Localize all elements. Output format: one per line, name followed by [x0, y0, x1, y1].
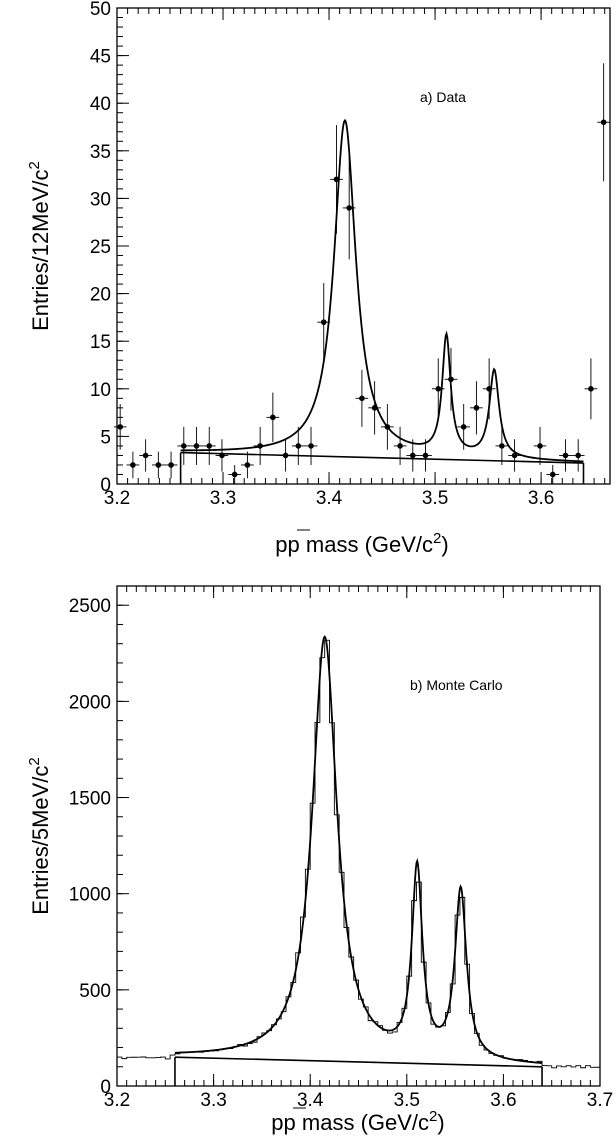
x-tick-label: 3.3	[210, 488, 236, 509]
background-fit-line	[180, 451, 584, 464]
data-point	[320, 319, 327, 325]
data-point	[384, 424, 391, 430]
data-point	[435, 386, 442, 392]
y-tick-label: 20	[90, 285, 111, 306]
panel-a-annotation: a) Data	[420, 89, 466, 105]
panel-a-plot-area	[113, 63, 610, 484]
y-tick-label: 10	[90, 380, 111, 401]
panel-b-tick-labels: 3.2 3.3 3.4 3.5 3.6 3.7 0 500 1000 1500 2000 2500	[69, 596, 613, 1111]
data-point	[130, 462, 136, 468]
data-point	[397, 443, 403, 449]
mc-histogram	[117, 639, 600, 1069]
x-tick-label: 3.4	[316, 488, 343, 509]
total-fit-curve	[180, 118, 584, 463]
panel-b-monte-carlo: 3.2 3.3 3.4 3.5 3.6 3.7 0 500 1000 1500 2000 2500 b…	[26, 585, 613, 1135]
data-point	[295, 443, 302, 449]
y-tick-label: 2000	[69, 692, 111, 713]
panel-b-plot-area	[117, 635, 600, 1086]
y-tick-label: 1000	[69, 885, 111, 906]
data-point	[333, 176, 340, 183]
panel-b-frame	[116, 585, 601, 1087]
y-tick-label: 25	[90, 237, 111, 258]
data-point	[346, 205, 352, 211]
y-tick-label: 0	[100, 475, 111, 496]
x-tick-label: 3.6	[528, 488, 554, 509]
panel-a-y-axis-title: Entries/12MeV/c2	[26, 161, 53, 331]
data-point	[499, 443, 505, 449]
data-point	[193, 443, 200, 449]
data-point	[511, 452, 518, 459]
data-point	[537, 443, 543, 449]
y-tick-label: 50	[90, 0, 111, 20]
y-tick-label: 2500	[69, 596, 111, 617]
x-tick-label: 3.3	[200, 1090, 226, 1111]
data-point	[117, 424, 123, 430]
data-point	[549, 471, 556, 478]
panel-a-frame	[116, 7, 611, 485]
x-tick-label: 3.6	[490, 1090, 516, 1111]
data-point	[486, 386, 492, 392]
panel-b-y-axis-title: Entries/5MeV/c2	[26, 757, 53, 915]
data-point	[422, 452, 429, 459]
y-tick-label: 5	[100, 427, 111, 448]
panel-a-x-axis-title: pp mass (GeV/c2)	[275, 530, 448, 557]
panel-a-data: 3.2 3.3 3.4 3.5 3.6 0 5 10 15 20 25 30 35 40 45 50 a) D…	[26, 0, 611, 557]
panel-b-ticks	[116, 585, 601, 1087]
panel-a-tick-labels: 3.2 3.3 3.4 3.5 3.6 0 5 10 15 20 25 30 35 40 45 50	[90, 0, 554, 509]
data-point	[371, 405, 378, 411]
data-point	[575, 452, 581, 459]
data-point	[562, 452, 569, 459]
x-tick-label: 3.2	[104, 1090, 130, 1111]
panel-b-x-axis-title: pp mass (GeV/c2)	[271, 1108, 444, 1135]
data-point	[308, 443, 314, 449]
data-point	[206, 443, 213, 449]
background-fit-line	[174, 1056, 543, 1068]
y-tick-label: 500	[79, 981, 111, 1002]
panel-a-ticks	[116, 7, 606, 485]
data-point	[231, 471, 238, 478]
x-tick-label: 3.7	[587, 1090, 613, 1111]
data-point	[244, 462, 251, 468]
data-point	[460, 424, 467, 430]
y-tick-label: 15	[90, 332, 111, 353]
x-tick-label: 3.5	[394, 1090, 420, 1111]
x-tick-label: 3.4	[297, 1090, 324, 1111]
data-point	[142, 452, 149, 459]
panel-b-annotation: b) Monte Carlo	[410, 677, 503, 693]
data-point	[359, 395, 365, 402]
y-tick-label: 35	[90, 142, 111, 163]
y-tick-label: 0	[100, 1077, 111, 1098]
data-point	[600, 119, 607, 126]
data-point	[282, 452, 289, 459]
data-point	[219, 452, 225, 459]
data-point	[180, 443, 187, 449]
y-tick-label: 45	[90, 47, 111, 68]
data-point	[155, 462, 162, 468]
x-tick-label: 3.2	[104, 488, 130, 509]
data-point	[168, 462, 174, 468]
y-tick-label: 30	[90, 189, 111, 210]
data-point	[257, 443, 263, 449]
data-point	[270, 414, 276, 421]
data-point	[410, 452, 416, 459]
data-point	[448, 376, 454, 383]
data-point	[473, 405, 480, 411]
data-point	[588, 386, 594, 392]
y-tick-label: 40	[90, 94, 111, 115]
y-tick-label: 1500	[69, 789, 111, 810]
x-tick-label: 3.5	[422, 488, 448, 509]
